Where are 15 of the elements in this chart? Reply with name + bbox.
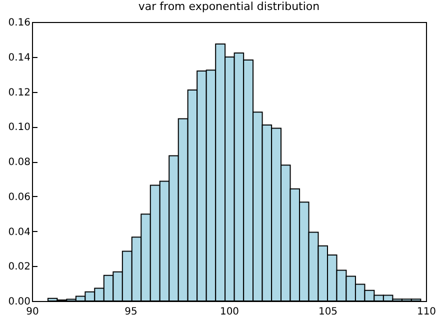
- x-tick-label: 90: [26, 306, 39, 318]
- x-tick-label: 100: [220, 306, 240, 318]
- y-tick-label: 0.08: [8, 157, 30, 168]
- y-tick-label: 0.00: [8, 296, 30, 308]
- y-tick-label: 0.14: [8, 52, 30, 64]
- y-tick-label: 0.12: [8, 87, 30, 98]
- y-tick-label: 0.16: [8, 18, 30, 28]
- y-tick-label: 0.04: [8, 226, 30, 238]
- x-tick-label: 95: [124, 306, 138, 318]
- x-tick-label: 105: [318, 306, 338, 318]
- y-tick-label: 0.10: [8, 122, 30, 134]
- chart-title: var from exponential distribution: [138, 0, 320, 13]
- y-tick-label: 0.06: [8, 192, 30, 203]
- y-tick-label: 0.02: [8, 262, 30, 273]
- x-tick-label: 110: [416, 306, 436, 318]
